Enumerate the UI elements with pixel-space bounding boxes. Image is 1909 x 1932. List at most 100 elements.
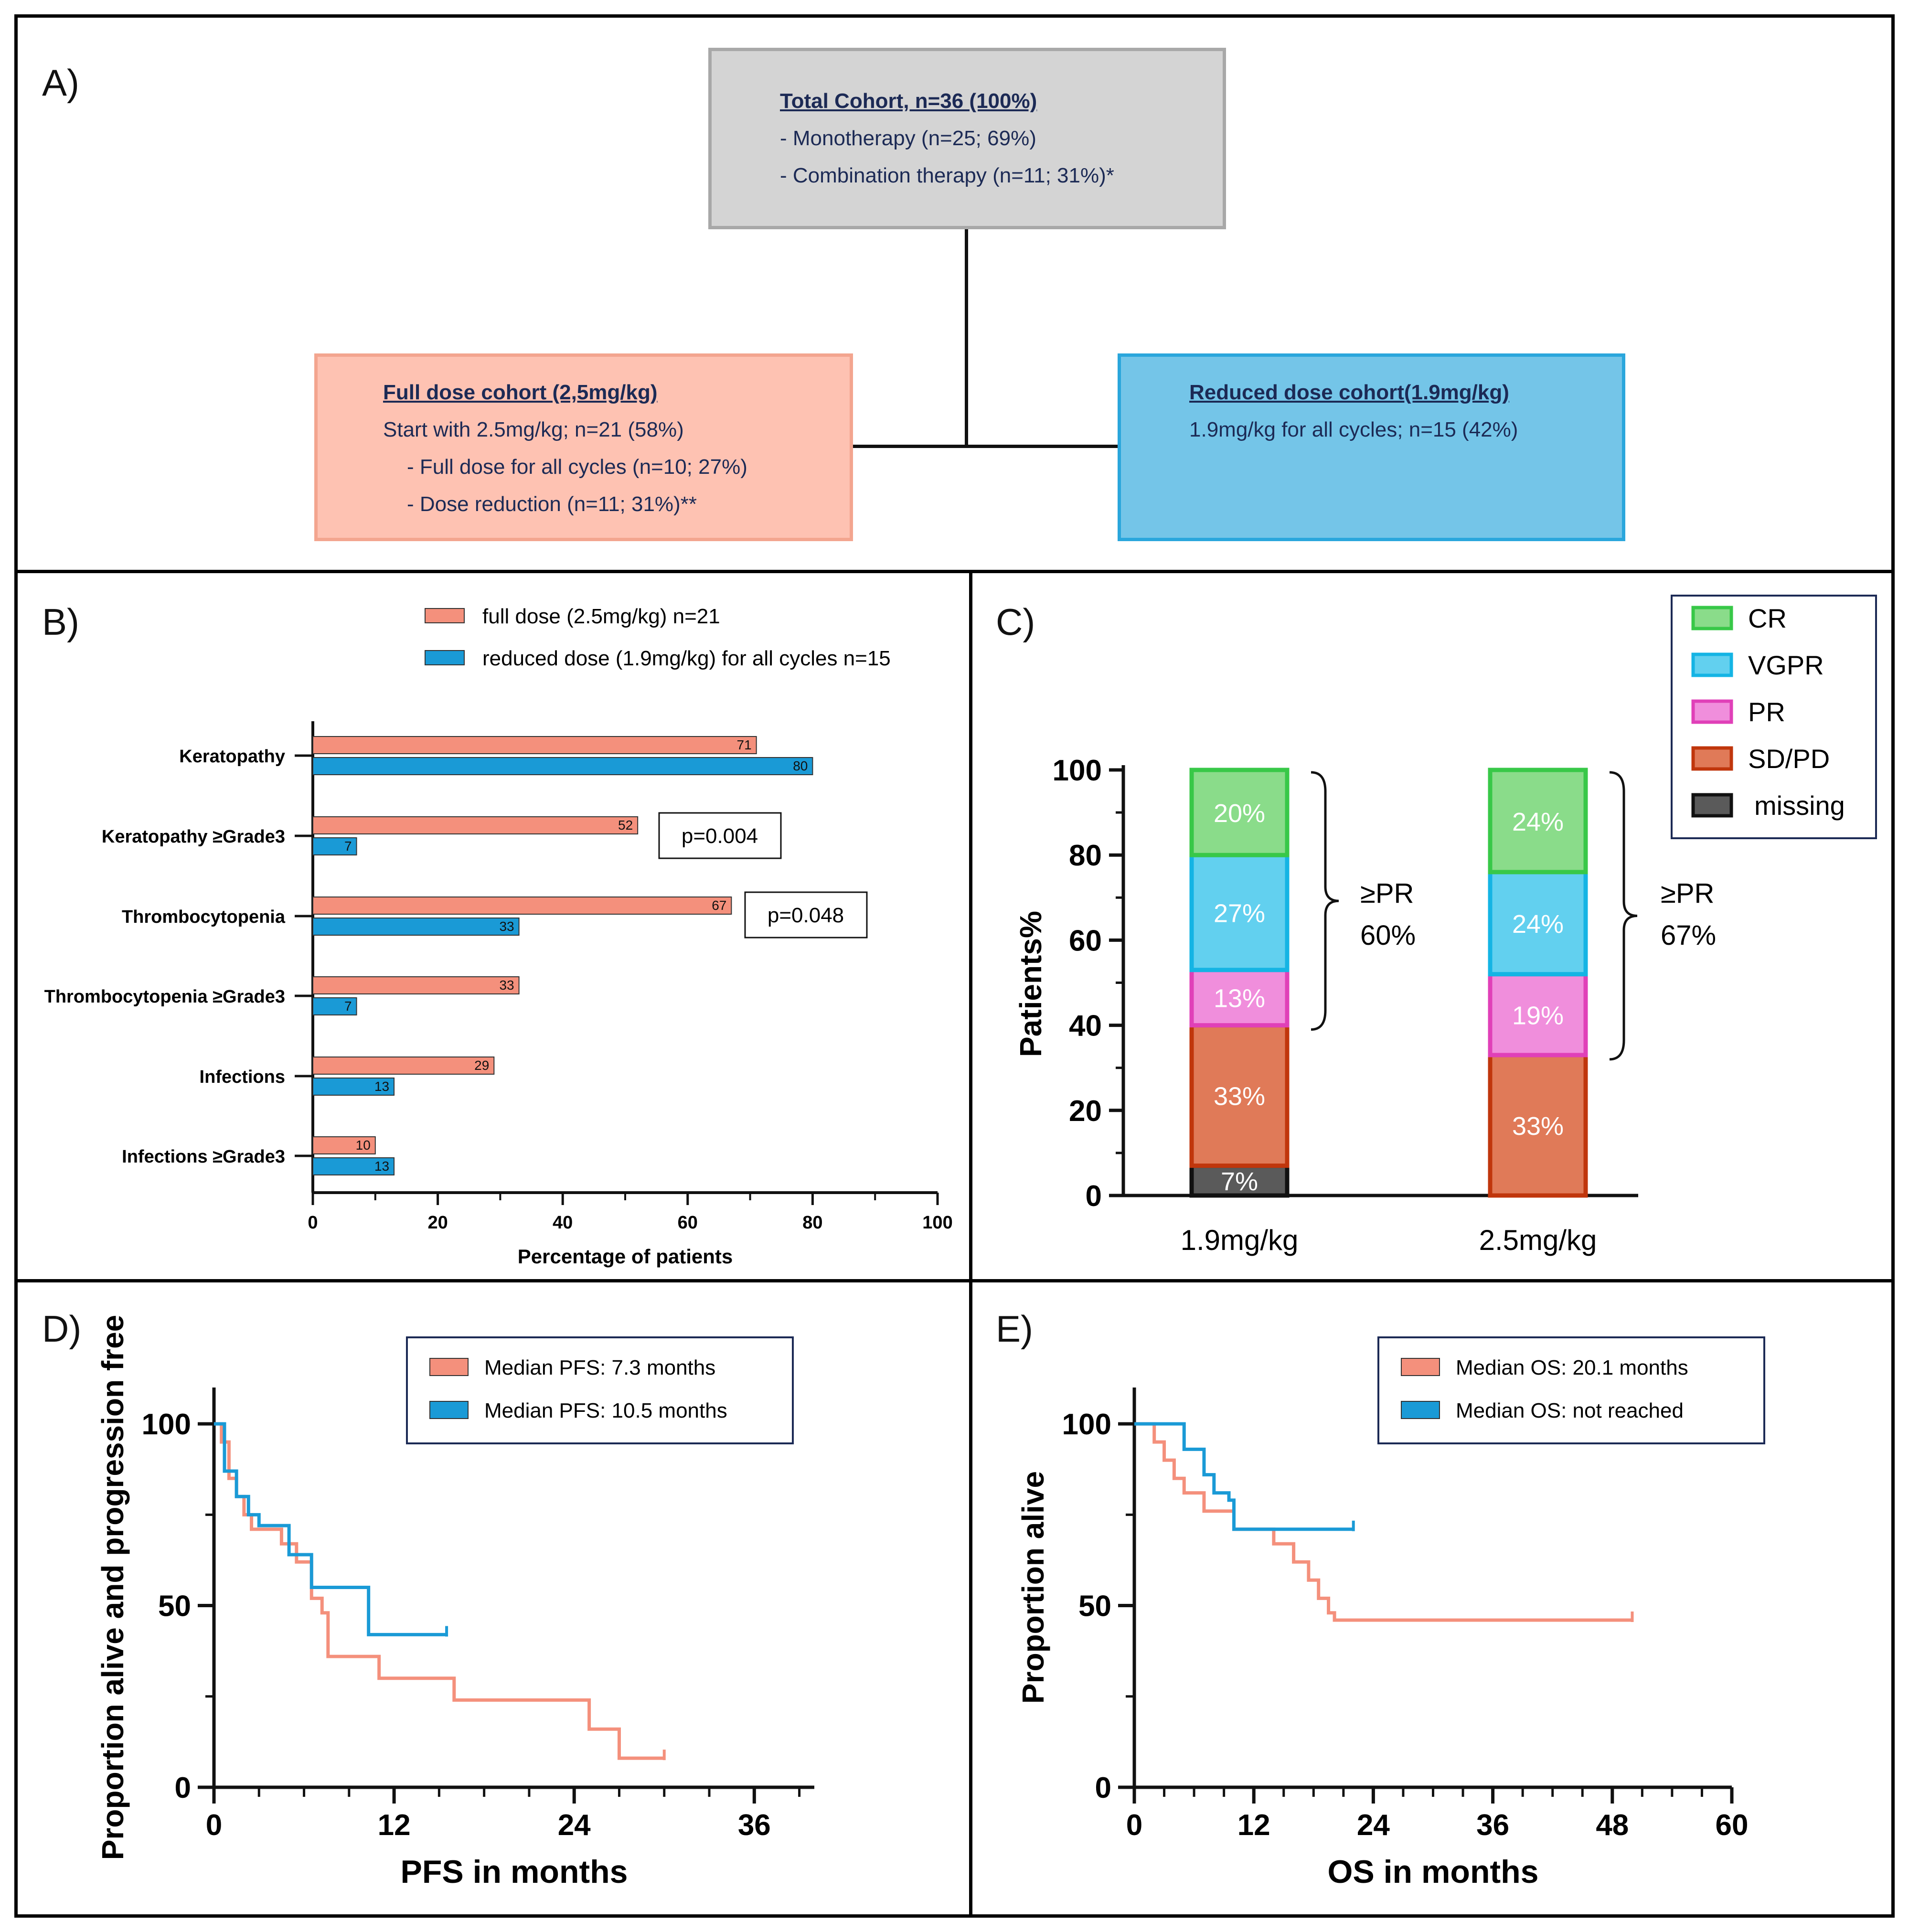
legend-swatch — [1401, 1401, 1440, 1419]
y-axis-title: Proportion alive and progression free — [96, 1315, 130, 1860]
x-category-label: 1.9mg/kg — [1181, 1224, 1299, 1256]
survival-curve — [1134, 1422, 1354, 1531]
x-tick-label: 12 — [378, 1809, 411, 1842]
reduced-dose-title: Reduced dose cohort(1.9mg/kg) — [1189, 381, 1509, 404]
legend-swatch — [1691, 793, 1733, 818]
y-tick-label: 20 — [1069, 1095, 1102, 1128]
response-brace — [1609, 771, 1638, 1061]
x-tick-label: 100 — [922, 1213, 952, 1233]
bar-full-dose — [312, 1057, 495, 1075]
survival-curve — [1134, 1422, 1632, 1622]
x-tick-label: 36 — [1476, 1809, 1509, 1842]
total-cohort-title: Total Cohort, n=36 (100%) — [780, 89, 1037, 113]
y-tick-label: 0 — [1095, 1772, 1111, 1804]
legend-swatch — [1691, 746, 1733, 771]
y-axis-title: Patients% — [1013, 911, 1048, 1057]
bar-value-label: 71 — [737, 737, 752, 752]
x-tick-label: 80 — [802, 1213, 822, 1233]
y-tick-label: 0 — [1086, 1180, 1102, 1213]
bar-value-label: 7 — [344, 999, 352, 1014]
x-tick-label: 0 — [206, 1809, 222, 1842]
x-tick-label: 60 — [1716, 1809, 1749, 1842]
bar-full-dose — [312, 736, 757, 754]
bar-reduced-dose — [312, 757, 813, 775]
legend-label: full dose (2.5mg/kg) n=21 — [482, 605, 720, 628]
reduced-dose-box: Reduced dose cohort(1.9mg/kg) 1.9mg/kg f… — [1118, 353, 1625, 541]
bar-full-dose — [312, 976, 520, 994]
legend-label: Median OS: not reached — [1456, 1399, 1684, 1422]
brace-label: ≥PR — [1360, 878, 1414, 909]
x-tick-label: 20 — [427, 1213, 448, 1233]
bar-value-label: 33 — [499, 978, 514, 993]
x-axis-title: Percentage of patients — [518, 1245, 733, 1268]
panel-label-b: B) — [42, 601, 79, 643]
category-label: Infections — [200, 1067, 285, 1087]
p-value-box — [658, 812, 782, 859]
legend-swatch — [425, 608, 465, 623]
full-dose-line: - Full dose for all cycles (n=10; 27%) — [407, 455, 747, 479]
panel-label-a: A) — [42, 62, 79, 104]
x-tick-label: 0 — [1126, 1809, 1142, 1842]
full-dose-line: - Dose reduction (n=11; 31%)** — [407, 492, 697, 516]
p-value-label: p=0.048 — [768, 904, 844, 927]
legend-swatch — [1691, 606, 1733, 630]
stack-segment-sd-pd — [1189, 1023, 1290, 1168]
bar-reduced-dose — [312, 918, 520, 936]
panel-label-c: C) — [996, 601, 1035, 643]
legend-label: VGPR — [1748, 650, 1824, 680]
category-label: Keratopathy ≥Grade3 — [102, 827, 285, 847]
full-dose-title: Full dose cohort (2,5mg/kg) — [383, 381, 658, 404]
p-value-label: p=0.004 — [682, 824, 758, 848]
bar-reduced-dose — [312, 1078, 395, 1096]
survival-curve — [214, 1422, 447, 1636]
bar-reduced-dose — [312, 837, 357, 855]
stack-segment-cr — [1488, 768, 1588, 875]
y-tick-label: 100 — [1053, 754, 1102, 787]
legend-label: Median PFS: 10.5 months — [484, 1399, 727, 1422]
y-tick-label: 40 — [1069, 1010, 1102, 1043]
legend-label: missing — [1754, 790, 1845, 821]
category-label: Keratopathy — [179, 747, 285, 767]
panel-e-frame — [969, 1279, 1895, 1918]
bar-full-dose — [312, 897, 732, 915]
segment-label: 7% — [1221, 1167, 1258, 1196]
reduced-dose-line: 1.9mg/kg for all cycles; n=15 (42%) — [1189, 418, 1518, 441]
y-tick-label: 60 — [1069, 924, 1102, 957]
brace-value: 60% — [1360, 920, 1416, 951]
y-tick-label: 0 — [175, 1772, 191, 1804]
bar-value-label: 10 — [356, 1138, 371, 1153]
bar-full-dose — [312, 1136, 376, 1154]
legend-swatch — [1401, 1358, 1440, 1376]
y-tick-label: 50 — [158, 1590, 191, 1623]
legend-label: Median OS: 20.1 months — [1456, 1356, 1688, 1379]
legend-box — [1377, 1336, 1765, 1444]
stack-segment-sd-pd — [1488, 1053, 1588, 1198]
stack-segment-pr — [1189, 968, 1290, 1028]
legend-swatch — [429, 1358, 469, 1376]
bar-full-dose — [312, 816, 639, 834]
bar-value-label: 13 — [374, 1079, 389, 1094]
full-dose-line: Start with 2.5mg/kg; n=21 (58%) — [383, 418, 684, 441]
total-cohort-box: Total Cohort, n=36 (100%) - Monotherapy … — [708, 48, 1226, 229]
x-tick-label: 0 — [308, 1213, 318, 1233]
segment-label: 33% — [1214, 1082, 1265, 1111]
y-tick-label: 80 — [1069, 839, 1102, 872]
legend-label: Median PFS: 7.3 months — [484, 1356, 715, 1379]
brace-value: 67% — [1661, 920, 1716, 951]
legend-label: SD/PD — [1748, 744, 1830, 774]
y-tick-label: 50 — [1078, 1590, 1111, 1623]
legend-swatch — [429, 1401, 469, 1419]
legend-swatch — [1691, 699, 1733, 724]
segment-label: 19% — [1512, 1001, 1564, 1030]
connector-vertical — [965, 229, 968, 447]
segment-label: 24% — [1512, 808, 1564, 836]
bar-reduced-dose — [312, 1157, 395, 1175]
x-axis-title: OS in months — [1328, 1854, 1539, 1890]
bar-reduced-dose — [312, 997, 357, 1015]
segment-label: 24% — [1512, 910, 1564, 939]
x-tick-label: 40 — [553, 1213, 573, 1233]
connector-horizontal — [853, 445, 1118, 448]
